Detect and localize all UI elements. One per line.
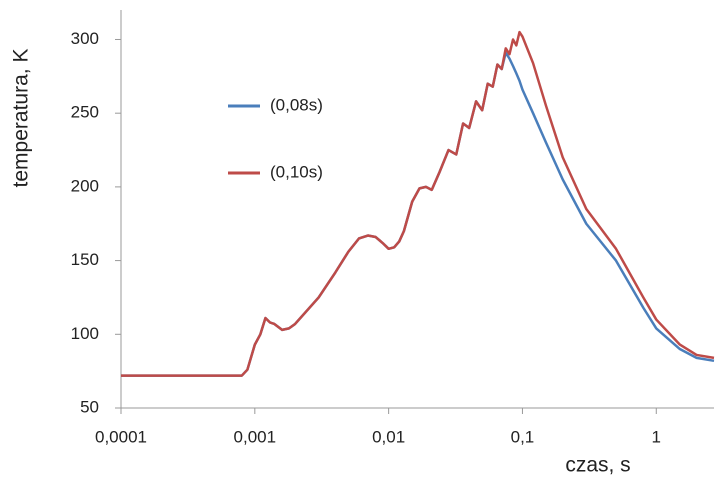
y-tick-label: 100 (71, 324, 99, 343)
x-tick-label: 0,0001 (95, 427, 147, 446)
legend-label: (0,10s) (270, 162, 323, 181)
y-tick-label: 150 (71, 250, 99, 269)
x-axis-label: czas, s (565, 454, 630, 477)
series-line (121, 30, 715, 377)
legend-label: (0,08s) (270, 95, 323, 114)
y-tick-label: 250 (71, 103, 99, 122)
y-tick-label: 300 (71, 29, 99, 48)
x-tick-label: 0,01 (372, 427, 405, 446)
y-tick-label: 200 (71, 176, 99, 195)
y-tick-label: 50 (80, 397, 99, 416)
x-tick-label: 0,1 (511, 427, 535, 446)
x-tick-label: 1 (652, 427, 661, 446)
y-axis-label: temperatura, K (10, 49, 33, 188)
series-line (121, 51, 715, 377)
x-tick-label: 0,001 (234, 427, 277, 446)
